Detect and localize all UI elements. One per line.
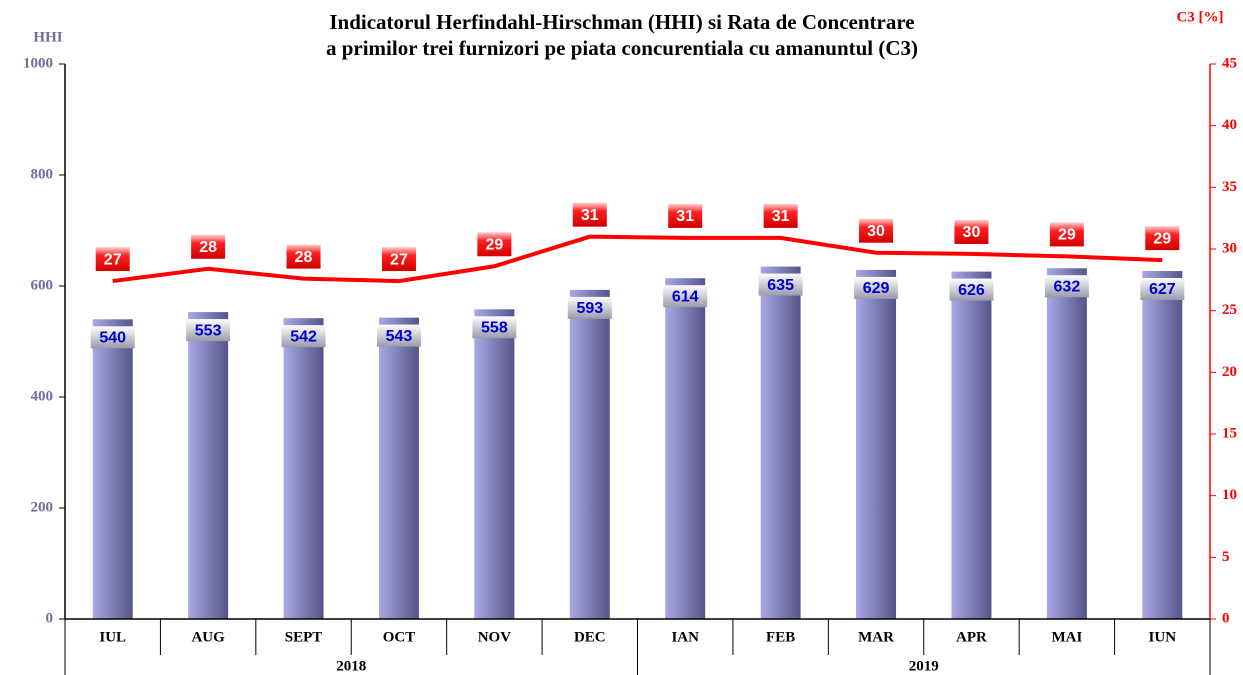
bar-label: 632	[1054, 278, 1081, 295]
y2-tick-label: 35	[1222, 179, 1237, 195]
line-label-box	[954, 219, 989, 244]
group-label: 2018	[336, 658, 366, 674]
chart-title: Indicatorul Herfindahl-Hirschman (HHI) s…	[329, 10, 914, 34]
x-tick-label: OCT	[383, 629, 416, 645]
bar	[1046, 268, 1087, 619]
bar-label-box	[376, 324, 421, 347]
line-label-box	[1145, 226, 1180, 251]
bar	[569, 289, 610, 619]
bar-label: 553	[195, 322, 222, 339]
chart-title: a primilor trei furnizori pe piata concu…	[326, 36, 918, 60]
line-label: 28	[199, 239, 217, 256]
y-tick-label: 0	[46, 610, 54, 626]
bar-label-box	[90, 326, 135, 349]
line-label-box	[477, 232, 512, 257]
bar-label: 543	[386, 328, 413, 345]
bar-label: 629	[863, 280, 890, 297]
line-label: 31	[676, 208, 694, 225]
line-label-box	[1049, 222, 1084, 247]
y2-axis-title: C3 [%]	[1176, 9, 1223, 25]
y2-tick-label: 30	[1222, 240, 1237, 256]
line-label: 30	[867, 223, 885, 240]
x-tick-label: IUL	[99, 629, 126, 645]
line-label-box	[859, 218, 894, 243]
line-label: 31	[581, 207, 599, 224]
y2-tick-label: 25	[1222, 302, 1237, 318]
x-tick-label: NOV	[478, 629, 512, 645]
y-tick-label: 200	[31, 499, 54, 515]
bar-label: 627	[1149, 281, 1176, 298]
line-label-box	[191, 234, 226, 259]
y2-tick-label: 0	[1222, 610, 1230, 626]
y-tick-label: 600	[31, 277, 54, 293]
bar	[188, 312, 229, 619]
line-label: 27	[104, 251, 122, 268]
bar-label-box	[1140, 278, 1185, 301]
line-label-box	[286, 244, 321, 269]
bar-label: 626	[958, 282, 985, 299]
bar-label-box	[567, 296, 612, 319]
x-tick-label: DEC	[574, 629, 606, 645]
bar-label-box	[186, 319, 231, 342]
bar-label: 542	[290, 328, 317, 345]
x-tick-label: IAN	[671, 629, 699, 645]
y2-tick-label: 40	[1222, 117, 1237, 133]
line	[112, 234, 1163, 284]
bar	[856, 269, 897, 619]
line-label: 28	[295, 249, 313, 266]
bar-label-box	[1044, 275, 1089, 298]
x-tick-label: SEPT	[285, 629, 323, 645]
line-label: 31	[772, 208, 790, 225]
line-label-box	[668, 203, 703, 228]
x-tick-label: AUG	[191, 629, 225, 645]
y-axis-title: HHI	[33, 29, 62, 45]
bar	[760, 266, 801, 619]
y2-tick-label: 20	[1222, 364, 1237, 380]
x-tick-label: APR	[956, 629, 987, 645]
y2-tick-label: 10	[1222, 487, 1237, 503]
y-tick-label: 1000	[23, 55, 53, 71]
bar	[1142, 271, 1183, 619]
bar-label-box	[758, 273, 803, 296]
bar	[665, 278, 706, 619]
y2-tick-label: 15	[1222, 425, 1237, 441]
bar	[283, 318, 324, 619]
bar-label: 593	[576, 300, 603, 317]
x-tick-label: IUN	[1149, 629, 1177, 645]
x-tick-label: MAR	[858, 629, 894, 645]
bar	[378, 317, 419, 619]
bar	[474, 309, 515, 619]
bar-label: 635	[767, 277, 794, 294]
bar-label-box	[281, 325, 326, 348]
line-label-box	[95, 247, 130, 272]
y2-tick-label: 5	[1222, 549, 1230, 565]
line-label: 30	[963, 224, 981, 241]
bar	[92, 319, 133, 619]
y-tick-label: 800	[31, 166, 54, 182]
bar-label: 614	[672, 288, 699, 305]
bar-label: 540	[99, 330, 126, 347]
bar-label-box	[949, 278, 994, 301]
line-label: 29	[485, 236, 503, 253]
x-tick-label: MAI	[1051, 629, 1082, 645]
line-label-box	[763, 203, 798, 228]
bar-label: 558	[481, 320, 508, 337]
line-label: 27	[390, 251, 408, 268]
group-label: 2019	[909, 658, 939, 674]
line-label: 29	[1153, 230, 1171, 247]
x-tick-label: FEB	[766, 629, 795, 645]
bar	[951, 271, 992, 619]
y2-tick-label: 45	[1222, 55, 1237, 71]
line-label: 29	[1058, 227, 1076, 244]
bar-label-box	[663, 285, 708, 308]
line-label-box	[381, 247, 416, 272]
bar-label-box	[854, 276, 899, 299]
bar-label-box	[472, 316, 517, 339]
line-label-box	[572, 202, 607, 227]
y-tick-label: 400	[31, 388, 54, 404]
